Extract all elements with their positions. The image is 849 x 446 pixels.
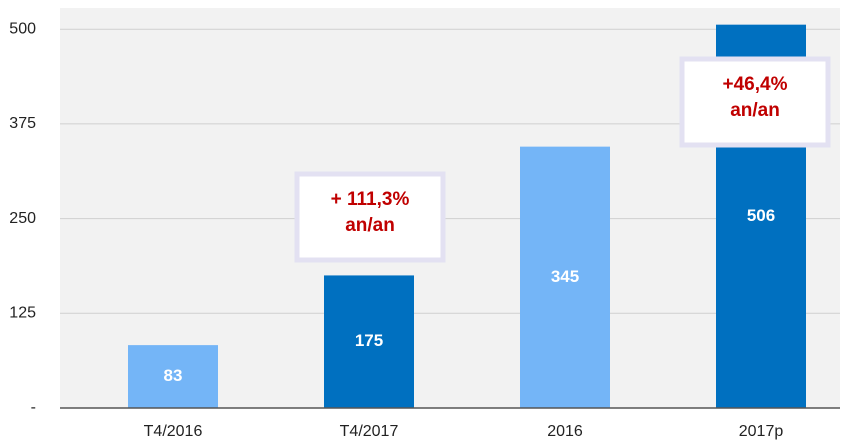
x-tick-label: T4/2016 [144,423,203,440]
annotation-text: an/an [730,100,780,121]
value-label: 175 [355,331,383,350]
bar [324,275,414,408]
y-tick-label: - [31,399,36,416]
y-tick-label: 500 [9,20,36,37]
x-tick-label: 2016 [547,423,583,440]
x-tick-label: T4/2017 [340,423,399,440]
annotation-text: + 111,3% [331,189,410,210]
bar [520,146,610,409]
annotation-text: an/an [345,215,395,236]
bar [128,345,218,408]
value-label: 83 [164,366,183,385]
y-tick-label: 375 [9,115,36,132]
y-tick-label: 250 [9,210,36,227]
value-label: 506 [747,206,775,225]
annotation-box [679,56,831,148]
annotation-text: +46,4% [723,74,788,95]
value-label: 345 [551,267,579,286]
annotation-box [294,171,446,263]
x-tick-label: 2017p [739,423,784,440]
y-tick-label: 125 [9,305,36,322]
